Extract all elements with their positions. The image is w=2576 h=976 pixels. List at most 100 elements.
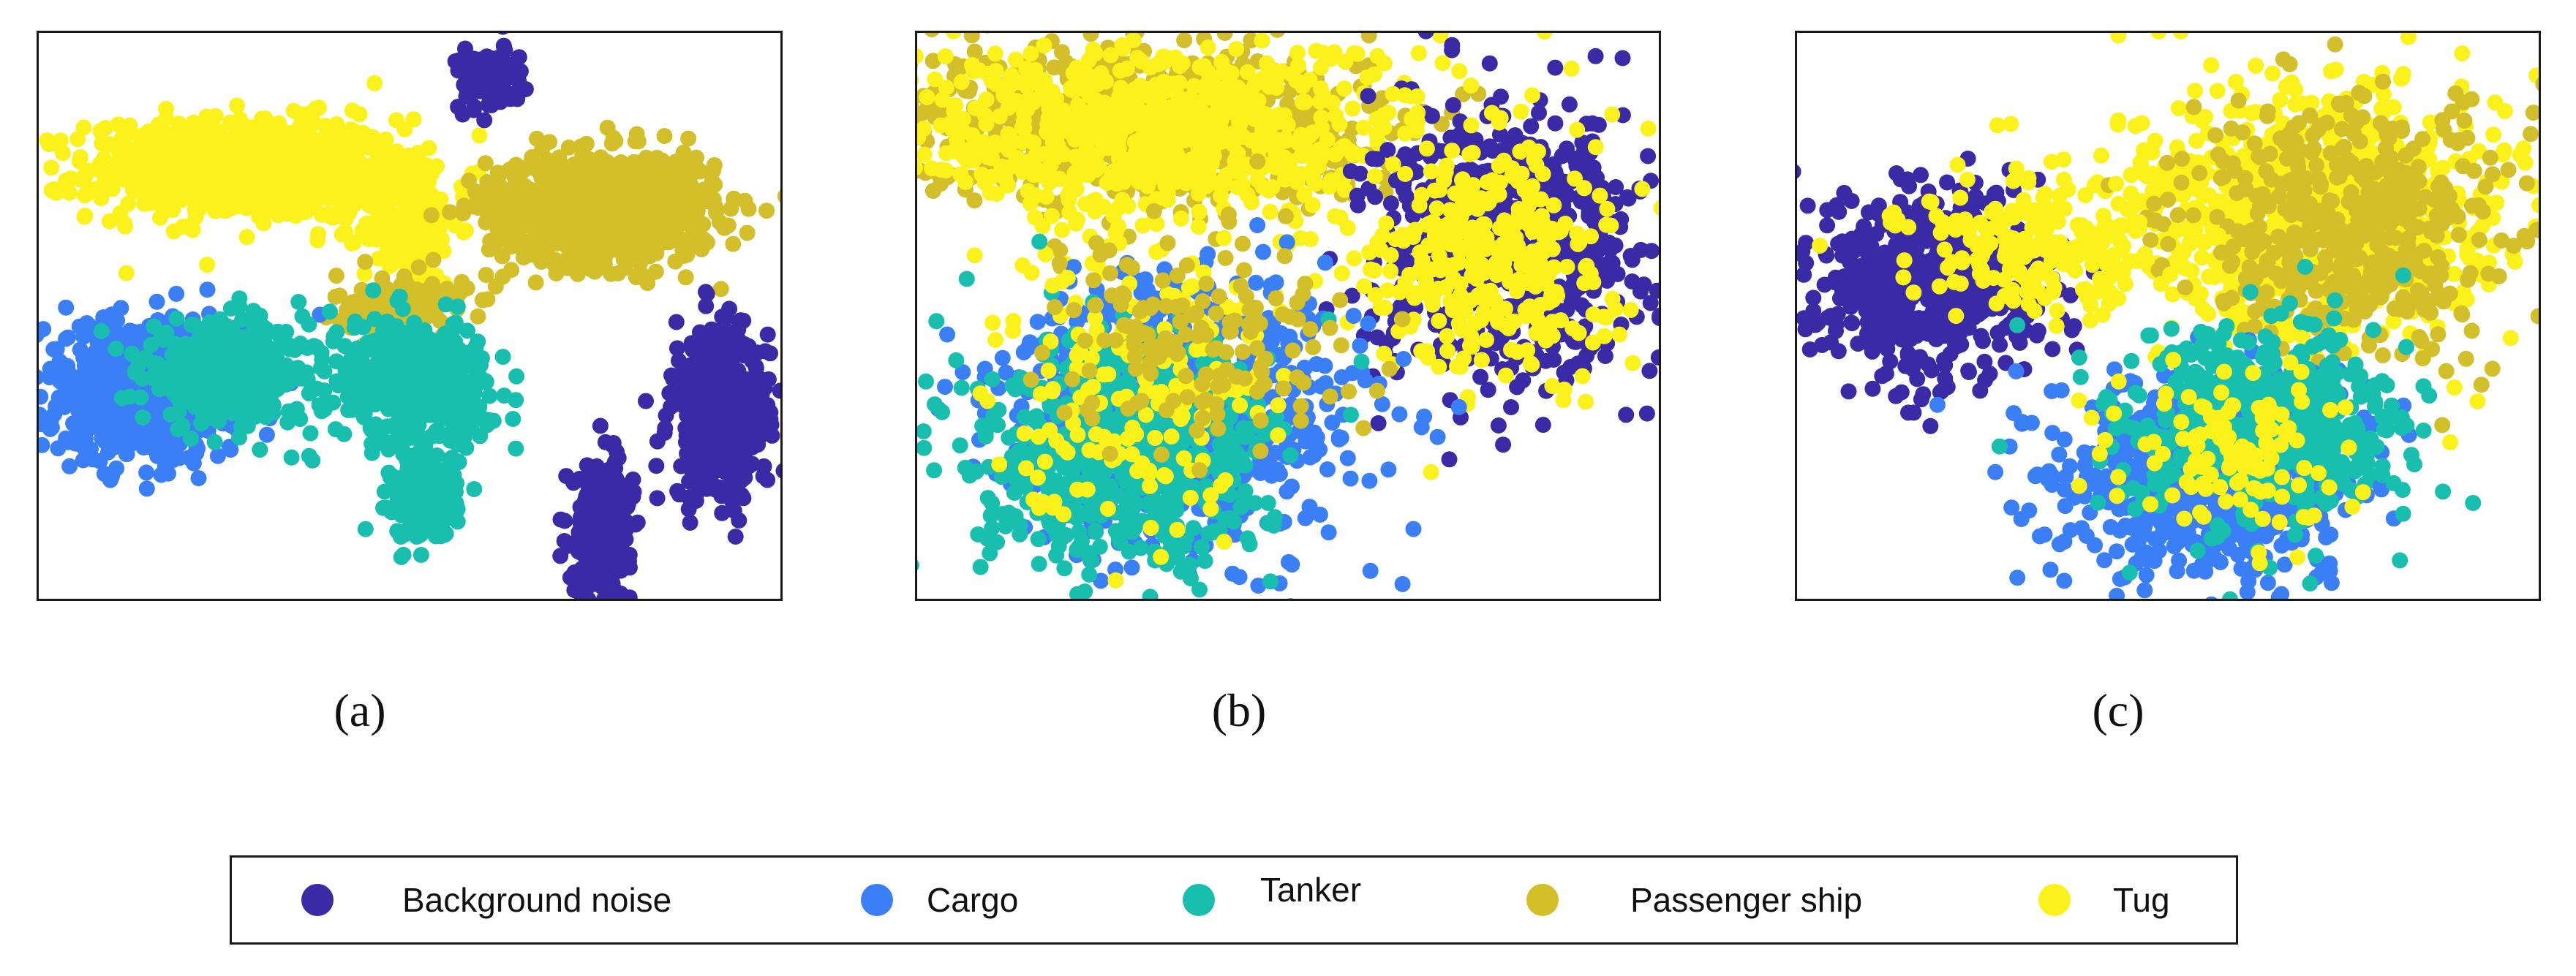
cluster-passenger-ship-2 (410, 119, 780, 298)
point-passenger-ship (573, 138, 590, 155)
point-tug (410, 216, 427, 232)
point-passenger-ship (374, 270, 391, 287)
scatter-panel-b (915, 31, 1661, 601)
point-background-noise (669, 340, 685, 357)
point-cargo (48, 341, 65, 358)
point-passenger-ship (623, 169, 640, 186)
point-tanker (375, 499, 391, 516)
point-background-noise (663, 398, 679, 415)
point-passenger-ship (549, 235, 565, 251)
point-tanker (224, 405, 241, 422)
point-cargo (105, 436, 121, 453)
point-passenger-ship (529, 130, 545, 147)
point-passenger-ship (633, 266, 650, 283)
point-passenger-ship (537, 178, 554, 195)
point-background-noise (693, 434, 709, 450)
point-passenger-ship (619, 210, 635, 227)
point-tug (361, 228, 378, 245)
point-background-noise (759, 326, 776, 343)
point-passenger-ship (642, 155, 659, 172)
point-tanker (146, 318, 162, 335)
point-tanker (459, 322, 475, 339)
point-tug (184, 222, 201, 238)
point-passenger-ship (726, 190, 742, 207)
point-tanker (381, 347, 398, 364)
point-tanker (508, 368, 525, 385)
point-tanker (413, 526, 429, 542)
point-passenger-ship (924, 33, 939, 37)
point-background-noise (605, 578, 622, 595)
point-passenger-ship (677, 269, 694, 286)
point-cargo (116, 413, 133, 430)
point-passenger-ship (531, 210, 548, 227)
point-tanker (253, 318, 270, 335)
point-tanker (405, 330, 422, 347)
point-passenger-ship (657, 184, 674, 200)
point-cargo (39, 321, 52, 338)
point-tug (366, 193, 383, 209)
point-passenger-ship (668, 153, 685, 170)
point-cargo (61, 458, 78, 474)
point-tanker (201, 319, 217, 336)
point-passenger-ship (539, 153, 556, 170)
point-tug (279, 150, 295, 167)
point-tanker (280, 337, 297, 353)
point-tanker (349, 353, 365, 369)
point-tanker (449, 298, 466, 315)
point-tanker (301, 385, 317, 402)
point-tanker (407, 504, 423, 521)
point-background-noise (775, 464, 780, 479)
point-passenger-ship (963, 33, 980, 44)
point-cargo (94, 338, 111, 355)
point-tug (457, 222, 474, 239)
point-passenger-ship (641, 248, 658, 265)
point-tanker (447, 333, 464, 350)
point-passenger-ship (456, 197, 472, 214)
point-passenger-ship (590, 157, 606, 174)
point-tug (153, 173, 170, 189)
point-tug (48, 184, 65, 201)
point-tug (165, 223, 182, 240)
point-background-noise (668, 314, 685, 330)
point-tanker (393, 549, 410, 565)
point-tanker (173, 382, 190, 399)
point-tanker (301, 316, 317, 333)
point-tanker (336, 425, 353, 442)
point-background-noise (618, 520, 635, 537)
point-tug (101, 213, 118, 230)
point-passenger-ship (591, 183, 608, 200)
point-tug (90, 161, 107, 178)
point-background-noise (649, 433, 666, 450)
point-tanker (121, 388, 138, 405)
point-passenger-ship (740, 200, 757, 217)
point-background-noise (618, 553, 635, 570)
point-tanker (162, 406, 179, 423)
point-tanker (211, 393, 227, 409)
point-passenger-ship (652, 170, 669, 186)
point-tug (396, 121, 413, 137)
point-tanker (248, 341, 265, 358)
point-passenger-ship (620, 188, 637, 205)
point-tanker (290, 294, 307, 310)
point-passenger-ship (565, 192, 581, 209)
point-tanker (241, 363, 258, 380)
point-passenger-ship (477, 155, 494, 172)
point-tanker (426, 375, 442, 392)
point-tug (238, 229, 255, 246)
point-tanker (147, 366, 164, 382)
point-tug (54, 145, 71, 162)
point-passenger-ship (777, 189, 780, 203)
point-passenger-ship (481, 241, 497, 258)
point-tug (199, 257, 216, 273)
point-passenger-ship (478, 267, 494, 284)
point-passenger-ship (503, 262, 520, 279)
point-tanker (242, 393, 259, 410)
point-passenger-ship (646, 201, 663, 218)
point-passenger-ship (688, 149, 704, 166)
point-cargo (258, 426, 275, 443)
point-cargo (59, 358, 76, 374)
point-passenger-ship (541, 134, 558, 151)
point-passenger-ship (725, 235, 742, 252)
point-tug (187, 178, 203, 195)
point-background-noise (558, 468, 575, 485)
